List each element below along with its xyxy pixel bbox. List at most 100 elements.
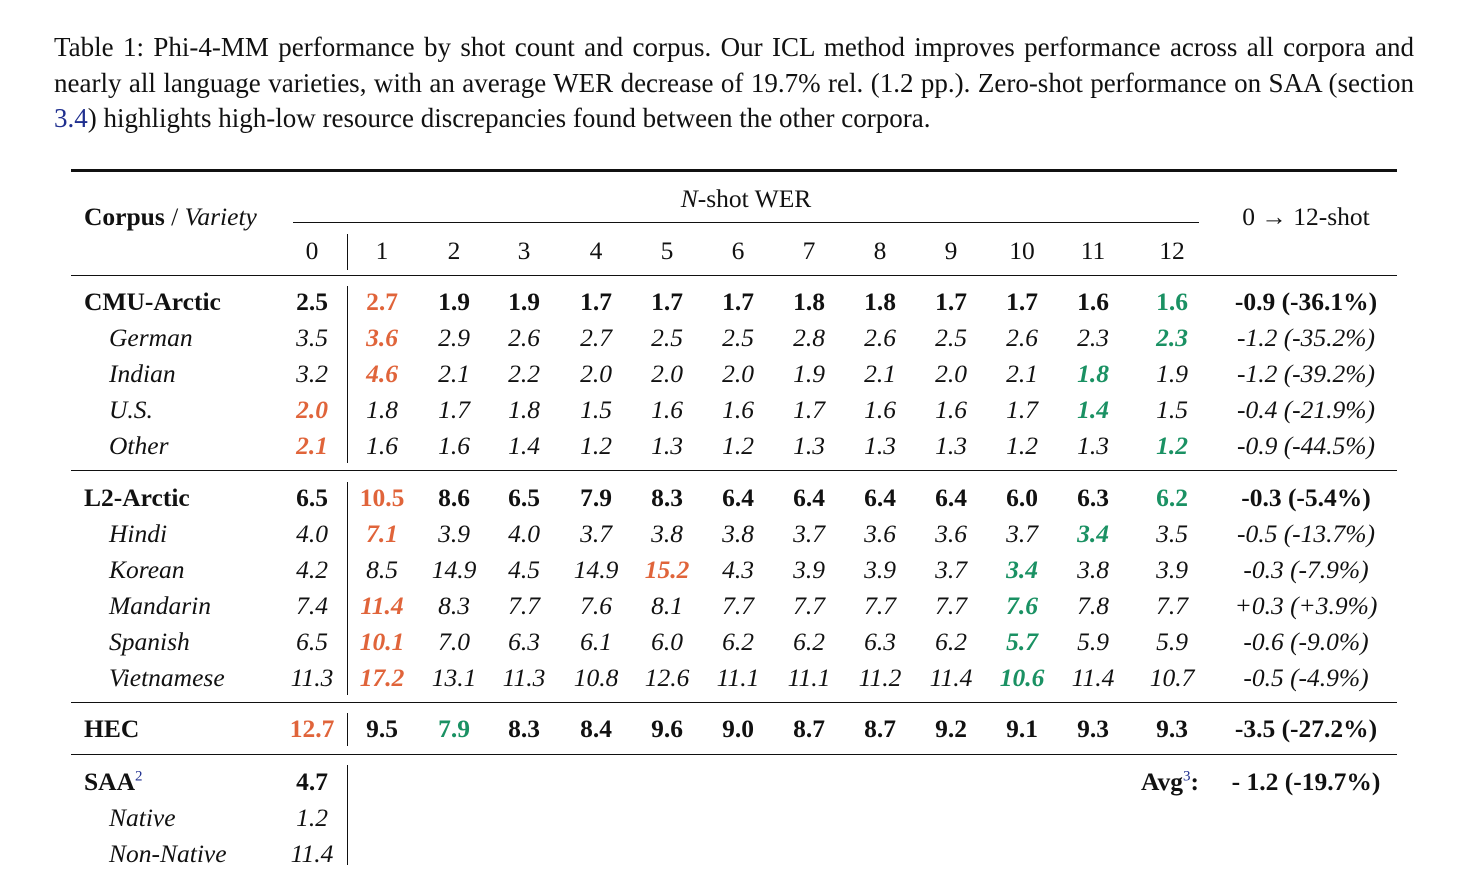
wer-cell: 3.6 (935, 519, 967, 548)
wer-cell: 1.7 (438, 395, 470, 424)
footnote-3-ref[interactable]: 3 (1183, 768, 1191, 785)
nshot-wer-header: N-shot WER (293, 184, 1199, 214)
wer-cell: 2.3 (1156, 323, 1188, 352)
saa-variety-label: Non-Native (109, 839, 227, 868)
wer-cell: 4.5 (508, 555, 540, 584)
wer-cell: 2.8 (793, 323, 825, 352)
wer-cell: 6.0 (651, 627, 683, 656)
wer-cell: 17.2 (359, 663, 405, 692)
wer-cell: 7.7 (864, 591, 896, 620)
wer-cell: 9.1 (1006, 714, 1038, 743)
delta-cell: -0.5 (-4.9%) (1243, 663, 1369, 692)
wer-cell: 1.6 (722, 395, 754, 424)
wer-cell: 1.8 (1077, 359, 1109, 388)
saa-value: 4.7 (296, 767, 328, 796)
avg-colon: : (1190, 767, 1200, 796)
shot-header-9: 9 (944, 236, 958, 265)
wer-cell: 3.2 (296, 359, 328, 388)
shot-header-2: 2 (447, 236, 461, 265)
shot-header-0: 0 (305, 236, 319, 265)
wer-cell: 1.2 (1006, 431, 1038, 460)
wer-cell: 8.7 (793, 714, 825, 743)
corpus-variety-header: Corpus / Variety (84, 202, 257, 232)
wer-cell: 2.0 (296, 395, 328, 424)
delta-cell: -0.3 (-5.4%) (1241, 483, 1371, 512)
avg-label: Avg3: (1141, 767, 1199, 797)
nshot-underline (293, 222, 1199, 224)
wer-cell: 6.4 (935, 483, 967, 512)
wer-cell: 2.0 (935, 359, 967, 388)
vsep-saa (347, 765, 349, 865)
shot-header-11: 11 (1080, 236, 1106, 265)
row-label: Hindi (109, 519, 168, 548)
wer-cell: 1.7 (651, 287, 683, 316)
vsep-cmu (347, 286, 349, 463)
wer-cell: 3.8 (651, 519, 683, 548)
wer-cell: 6.2 (793, 627, 825, 656)
wer-cell: 6.3 (508, 627, 540, 656)
wer-cell: 11.4 (929, 663, 973, 692)
wer-cell: 3.5 (1156, 519, 1188, 548)
wer-cell: 1.5 (1156, 395, 1188, 424)
wer-cell: 1.3 (935, 431, 967, 460)
wer-cell: 11.1 (716, 663, 760, 692)
wer-cell: 1.8 (793, 287, 825, 316)
delta-header: 0 → 12-shot (1242, 202, 1370, 231)
wer-cell: 3.5 (296, 323, 328, 352)
shot-header-7: 7 (802, 236, 816, 265)
wer-cell: 8.7 (864, 714, 896, 743)
section-ref-link[interactable]: 3.4 (54, 103, 88, 133)
wer-cell: 3.8 (722, 519, 754, 548)
wer-cell: 1.3 (793, 431, 825, 460)
row-label: L2-Arctic (84, 483, 190, 512)
wer-cell: 9.5 (366, 714, 398, 743)
delta-cell: -1.2 (-35.2%) (1236, 323, 1376, 352)
wer-cell: 9.3 (1156, 714, 1188, 743)
wer-cell: 1.9 (438, 287, 470, 316)
caption-text-2: ) highlights high-low resource discrepan… (87, 103, 931, 133)
row-label: Vietnamese (109, 663, 225, 692)
cmu-bottom-rule (71, 470, 1397, 472)
wer-cell: 4.0 (296, 519, 328, 548)
wer-cell: 2.1 (296, 431, 328, 460)
row-label: Korean (109, 555, 185, 584)
saa-label: SAA2 (84, 767, 143, 797)
wer-cell: 12.7 (289, 714, 335, 743)
wer-cell: 3.7 (935, 555, 967, 584)
delta-cell: -0.4 (-21.9%) (1236, 395, 1376, 424)
nshot-label: -shot WER (697, 184, 812, 213)
wer-cell: 14.9 (573, 555, 619, 584)
wer-cell: 1.6 (1077, 287, 1109, 316)
wer-cell: 3.7 (793, 519, 825, 548)
wer-cell: 12.6 (644, 663, 690, 692)
wer-cell: 1.2 (1156, 431, 1188, 460)
wer-cell: 4.0 (508, 519, 540, 548)
wer-cell: 1.9 (1156, 359, 1188, 388)
wer-cell: 1.6 (366, 431, 398, 460)
wer-cell: 2.2 (508, 359, 540, 388)
row-label: German (109, 323, 193, 352)
wer-cell: 4.6 (366, 359, 398, 388)
wer-cell: 9.6 (651, 714, 683, 743)
wer-cell: 8.3 (651, 483, 683, 512)
wer-cell: 6.4 (793, 483, 825, 512)
wer-cell: 10.6 (999, 663, 1045, 692)
shot-header-8: 8 (873, 236, 887, 265)
corpus-header-label: Corpus (84, 202, 165, 231)
wer-cell: 1.6 (935, 395, 967, 424)
shot-header-5: 5 (660, 236, 674, 265)
footnote-2-ref[interactable]: 2 (135, 768, 143, 785)
saa-variety-value: 11.4 (290, 839, 334, 868)
wer-cell: 8.3 (508, 714, 540, 743)
wer-cell: 7.9 (580, 483, 612, 512)
vsep-header (347, 234, 349, 270)
wer-cell: 3.6 (864, 519, 896, 548)
l2-bottom-rule (71, 702, 1397, 704)
wer-cell: 3.8 (1077, 555, 1109, 584)
wer-cell: 6.5 (508, 483, 540, 512)
wer-cell: 8.3 (438, 591, 470, 620)
wer-cell: 11.2 (858, 663, 902, 692)
wer-cell: 6.4 (864, 483, 896, 512)
wer-cell: 3.9 (793, 555, 825, 584)
wer-cell: 1.7 (580, 287, 612, 316)
